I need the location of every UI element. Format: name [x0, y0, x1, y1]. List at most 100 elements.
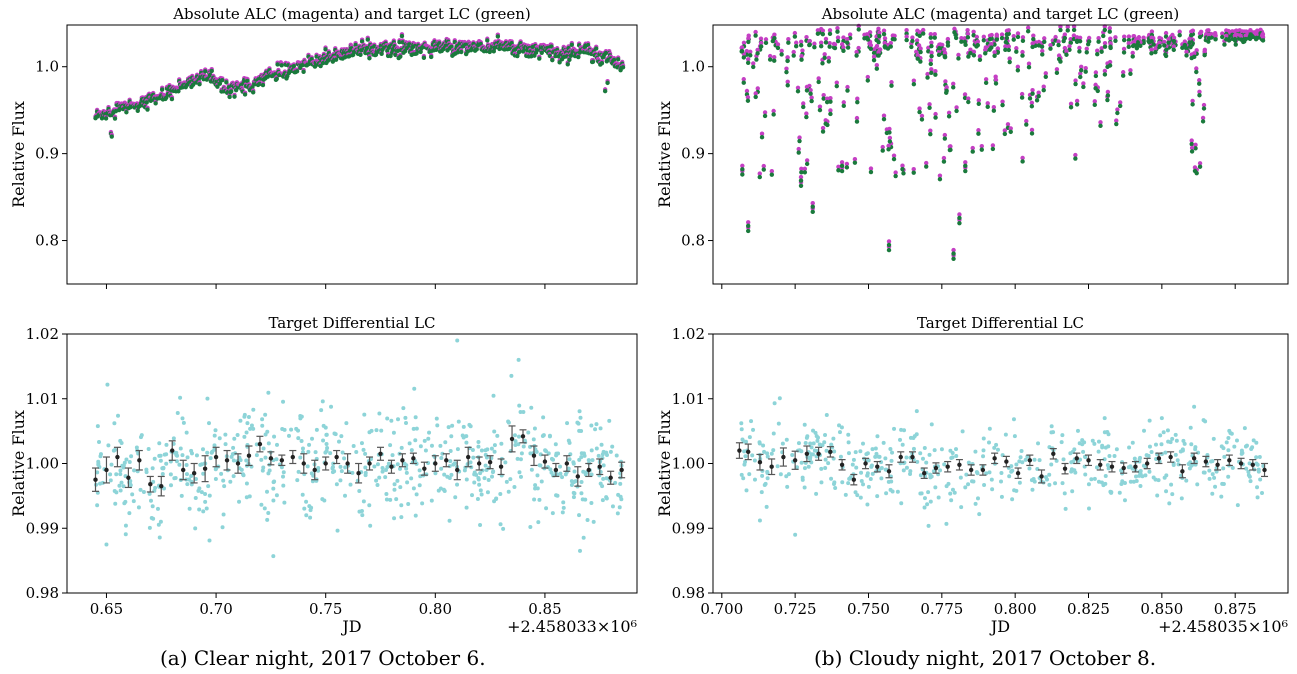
- x-tick-label: 0.700: [700, 600, 743, 618]
- alc-point: [1030, 87, 1035, 93]
- diff-point: [391, 430, 396, 435]
- alc-point: [1157, 35, 1162, 41]
- diff-point: [130, 492, 135, 497]
- diff-point: [296, 428, 301, 433]
- diff-outlier: [207, 538, 212, 543]
- binned-point: [769, 464, 774, 469]
- target-point: [841, 103, 846, 109]
- alc-point: [937, 42, 942, 47]
- alc-point: [968, 47, 973, 52]
- target-point: [795, 89, 801, 94]
- alc-point: [904, 28, 909, 33]
- alc-point: [1153, 46, 1158, 51]
- target-point: [957, 220, 962, 226]
- alc-point: [1187, 36, 1192, 42]
- diff-point: [246, 415, 251, 420]
- diff-point: [966, 482, 971, 487]
- diff-point: [254, 442, 259, 447]
- diff-point: [964, 472, 969, 477]
- target-point: [233, 87, 239, 93]
- diff-point: [174, 453, 179, 458]
- diff-point: [374, 428, 379, 433]
- diff-point: [533, 486, 538, 491]
- diff-point: [971, 479, 976, 484]
- target-point: [820, 129, 826, 134]
- diff-point: [879, 476, 884, 481]
- binned-point: [1203, 459, 1209, 464]
- diff-point: [180, 453, 185, 458]
- target-point: [881, 31, 887, 37]
- alc-point: [971, 49, 977, 55]
- target-point: [1201, 106, 1207, 111]
- alc-point: [928, 128, 933, 133]
- diff-point: [577, 457, 582, 462]
- x-tick-label: 0.725: [774, 600, 817, 618]
- target-point: [856, 27, 861, 32]
- diff-point: [1193, 447, 1198, 452]
- alc-point: [1213, 33, 1218, 39]
- diff-point: [561, 505, 566, 510]
- target-point: [398, 54, 403, 59]
- target-point: [886, 242, 892, 248]
- alc-point: [1067, 44, 1072, 49]
- diff-point: [266, 471, 271, 476]
- alc-point: [1190, 98, 1195, 104]
- target-point: [963, 163, 968, 168]
- diff-point: [959, 505, 964, 510]
- diff-point: [518, 474, 523, 479]
- alc-point: [1248, 28, 1253, 34]
- target-point: [507, 46, 512, 52]
- diff-point: [338, 478, 343, 483]
- binned-point: [1227, 458, 1232, 463]
- diff-point: [533, 483, 538, 488]
- diff-point: [384, 497, 389, 502]
- target-point: [1194, 69, 1199, 75]
- diff-point: [321, 423, 326, 428]
- diff-point: [134, 445, 139, 450]
- target-point: [1095, 51, 1100, 57]
- diff-point: [1036, 441, 1041, 446]
- diff-point: [904, 455, 909, 460]
- diff-point: [1060, 433, 1065, 438]
- target-point: [880, 148, 885, 153]
- diff-point: [492, 443, 497, 448]
- target-point: [323, 47, 328, 52]
- diff-point: [873, 446, 878, 451]
- diff-point: [375, 462, 380, 467]
- binned-point: [1144, 461, 1150, 466]
- diff-point: [1047, 482, 1052, 487]
- target-point: [539, 50, 544, 55]
- alc-point: [828, 108, 833, 113]
- diff-point: [1212, 475, 1217, 480]
- diff-point: [1140, 474, 1145, 479]
- diff-point: [1012, 434, 1017, 439]
- diff-point: [404, 466, 409, 471]
- diff-point: [585, 518, 590, 523]
- diff-point: [820, 443, 825, 448]
- diff-point: [747, 435, 752, 440]
- diff-point: [1243, 444, 1248, 449]
- diff-point: [599, 442, 604, 447]
- diff-point: [1049, 462, 1054, 467]
- diff-point: [1254, 455, 1259, 460]
- x-offset-label: +2.458033×10⁶: [507, 617, 637, 636]
- alc-point: [956, 52, 961, 58]
- x-axis-label: JD: [340, 617, 361, 636]
- target-point: [1083, 69, 1088, 74]
- alc-point: [937, 173, 943, 178]
- alc-point: [1036, 39, 1042, 45]
- diff-point: [809, 452, 814, 457]
- alc-point: [917, 30, 922, 35]
- target-point: [919, 117, 925, 122]
- diff-point: [399, 445, 404, 450]
- alc-point: [1073, 78, 1078, 83]
- alc-point: [925, 71, 930, 77]
- diff-point: [282, 427, 287, 432]
- alc-point: [974, 34, 980, 40]
- alc-point: [887, 126, 892, 132]
- alc-point: [1189, 29, 1194, 34]
- diff-point: [136, 505, 141, 510]
- target-point: [775, 45, 781, 51]
- diff-point: [999, 494, 1004, 499]
